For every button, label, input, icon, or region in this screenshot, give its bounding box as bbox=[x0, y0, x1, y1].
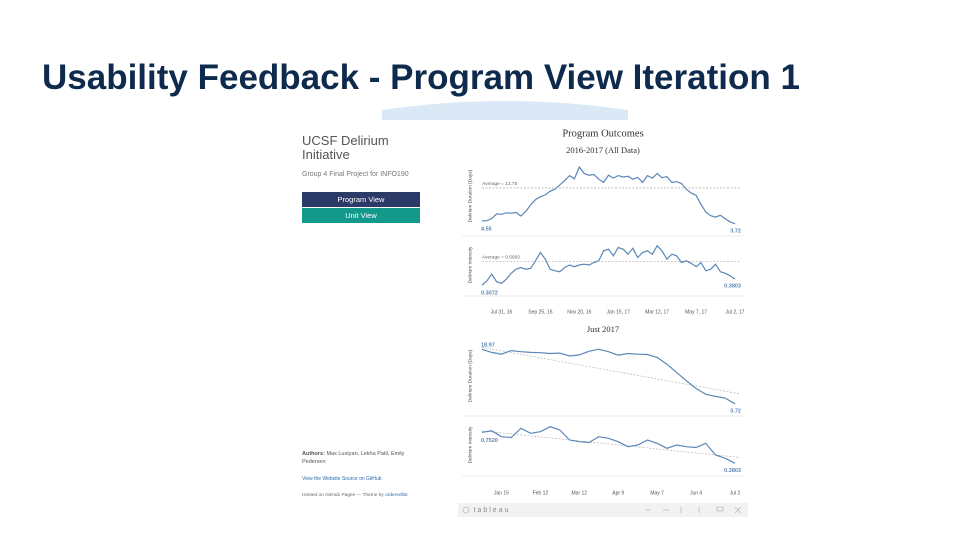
x-tick-label: Sep 25, 16 bbox=[528, 309, 552, 315]
data-line bbox=[481, 244, 736, 286]
toolbar-icons bbox=[462, 506, 742, 514]
start-label: 0.3072 bbox=[481, 291, 498, 297]
section-title: 2016-2017 (All Data) bbox=[566, 145, 640, 155]
end-label: 3.72 bbox=[730, 228, 741, 234]
average-label: Average = 0.5950 bbox=[482, 255, 520, 261]
average-label: Average = 13.75 bbox=[482, 181, 518, 187]
data-line bbox=[481, 348, 736, 405]
y-axis-label: Delirium Intensity bbox=[467, 426, 473, 463]
authors-names: Max Lustyan, Lekha Patil, Emily Pedersen bbox=[302, 451, 405, 465]
x-tick-label: Jul 2 bbox=[730, 490, 741, 496]
data-line bbox=[481, 426, 736, 464]
hosted-note: Hosted on GitHub Pages — Theme by ordere… bbox=[302, 493, 408, 498]
decor-arc bbox=[382, 101, 628, 120]
slide-title: Usability Feedback - Program View Iterat… bbox=[42, 58, 800, 97]
x-tick-label: Jan 15, 17 bbox=[607, 309, 631, 315]
dashboard-frame bbox=[458, 122, 748, 520]
data-line bbox=[481, 165, 736, 225]
x-tick-label: May 7, 17 bbox=[685, 309, 707, 315]
site-subtitle: Group 4 Final Project for INFO190 bbox=[302, 171, 409, 178]
tableau-logo: tableau bbox=[474, 507, 511, 514]
y-axis-label: Delirium Duration (Days) bbox=[467, 349, 473, 402]
authors-label: Authors: bbox=[302, 451, 325, 457]
start-label: 18.97 bbox=[481, 343, 495, 349]
x-tick-label: Nov 20, 16 bbox=[567, 309, 591, 315]
end-label: 0.3803 bbox=[724, 284, 741, 290]
trend-line bbox=[481, 430, 741, 458]
x-tick-label: May 7 bbox=[650, 490, 664, 496]
dashboard-title: Program Outcomes bbox=[562, 128, 643, 139]
x-tick-label: Apr 9 bbox=[612, 490, 624, 496]
x-tick-label: Jan 15 bbox=[494, 490, 509, 496]
source-link[interactable]: View the Website Source on GitHub bbox=[302, 476, 382, 482]
nav-button[interactable]: Program View bbox=[302, 192, 420, 207]
x-tick-label: Jul 31, 16 bbox=[491, 309, 513, 315]
end-label: 0.3803 bbox=[724, 468, 741, 474]
start-label: 0.7520 bbox=[481, 438, 498, 444]
hosted-text: Hosted on GitHub Pages — Theme by bbox=[302, 493, 384, 498]
trend-line bbox=[481, 347, 741, 395]
x-tick-label: Mar 12, 17 bbox=[645, 309, 669, 315]
end-label: 3.72 bbox=[730, 408, 741, 414]
authors: Authors: Max Lustyan, Lekha Patil, Emily… bbox=[302, 450, 422, 466]
nav-button[interactable]: Unit View bbox=[302, 208, 420, 223]
tableau-toolbar bbox=[458, 503, 748, 517]
section-title: Just 2017 bbox=[587, 324, 619, 334]
y-axis-label: Delirium Intensity bbox=[467, 246, 473, 283]
y-axis-label: Delirium Duration (Days) bbox=[467, 169, 473, 222]
x-tick-label: Jul 2, 17 bbox=[726, 309, 745, 315]
x-tick-label: Mar 12 bbox=[572, 490, 588, 496]
x-tick-label: Feb 12 bbox=[533, 490, 549, 496]
x-tick-label: Jun 4 bbox=[690, 490, 702, 496]
site-title: UCSF Delirium Initiative bbox=[302, 133, 389, 162]
start-label: 4.55 bbox=[481, 226, 492, 232]
theme-link[interactable]: orderedlist bbox=[385, 493, 408, 498]
